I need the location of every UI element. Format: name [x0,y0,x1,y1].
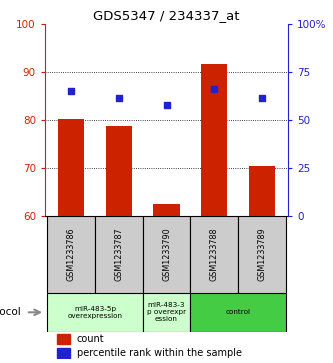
Bar [143,216,190,293]
Bar [95,216,143,293]
Text: GSM1233789: GSM1233789 [257,228,266,281]
Point [211,86,217,91]
Text: GSM1233790: GSM1233790 [162,228,171,281]
Bar [47,216,95,293]
Text: protocol: protocol [0,307,21,317]
Text: GSM1233788: GSM1233788 [210,228,219,281]
Text: miR-483-3
p overexpr
ession: miR-483-3 p overexpr ession [147,302,186,322]
Bar [190,216,238,293]
Point [164,102,169,108]
Bar [57,334,71,344]
Bar [249,166,275,216]
Title: GDS5347 / 234337_at: GDS5347 / 234337_at [93,9,240,23]
Text: control: control [225,309,250,315]
Text: GSM1233786: GSM1233786 [67,228,76,281]
Text: GSM1233787: GSM1233787 [114,228,123,281]
Bar [106,126,132,216]
Bar [154,204,179,216]
Text: percentile rank within the sample: percentile rank within the sample [77,348,241,358]
Bar [201,65,227,216]
Text: miR-483-5p
overexpression: miR-483-5p overexpression [68,306,123,319]
Text: count: count [77,334,104,344]
Bar [190,293,286,331]
Bar [238,216,286,293]
Point [116,95,122,101]
Bar [58,119,84,216]
Bar [143,293,190,331]
Bar [57,348,71,358]
Point [69,88,74,94]
Bar [47,293,143,331]
Point [259,95,264,101]
